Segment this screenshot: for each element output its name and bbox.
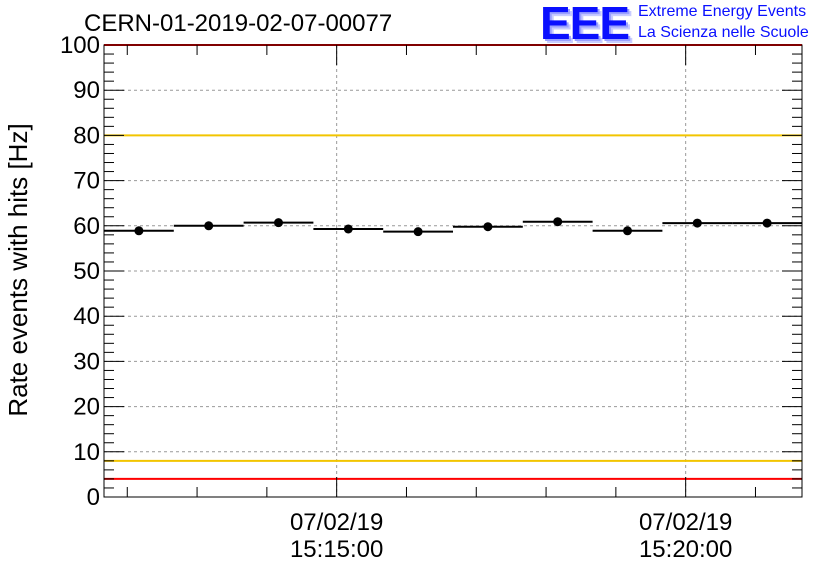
x-tick-label-date: 07/02/19 <box>290 509 383 536</box>
x-tick-label-time: 15:15:00 <box>290 536 383 563</box>
y-tick-label: 20 <box>73 394 100 421</box>
data-point <box>762 218 772 228</box>
data-point <box>343 224 353 234</box>
data-point <box>483 222 493 232</box>
y-tick-label: 30 <box>73 348 100 375</box>
logo-subtitle-line1: Extreme Energy Events <box>638 3 807 20</box>
x-tick-label-time: 15:20:00 <box>639 536 732 563</box>
y-tick-label: 70 <box>73 168 100 195</box>
y-axis-label: Rate events with hits [Hz] <box>3 123 33 416</box>
x-tick-label-date: 07/02/19 <box>639 509 732 536</box>
y-tick-label: 40 <box>73 303 100 330</box>
chart-title: CERN-01-2019-02-07-00077 <box>84 10 393 37</box>
data-point <box>413 227 423 237</box>
y-tick-label: 90 <box>73 77 100 104</box>
y-tick-label: 100 <box>60 32 100 59</box>
data-point <box>134 226 144 236</box>
data-point <box>204 221 214 231</box>
data-point <box>692 218 702 228</box>
y-tick-label: 60 <box>73 213 100 240</box>
eee-logo: EEE <box>540 0 630 49</box>
y-tick-label: 80 <box>73 122 100 149</box>
y-tick-label: 50 <box>73 258 100 285</box>
y-tick-label: 10 <box>73 439 100 466</box>
data-point <box>274 218 283 228</box>
logo-subtitle-line2: La Scienza nelle Scuole <box>638 24 809 41</box>
data-point <box>623 226 632 236</box>
y-tick-label: 0 <box>87 484 100 511</box>
data-point <box>553 217 563 227</box>
